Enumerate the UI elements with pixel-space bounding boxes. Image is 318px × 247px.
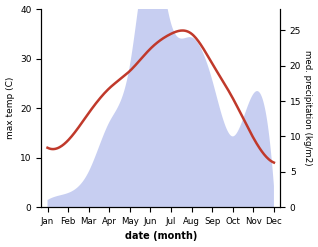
Y-axis label: med. precipitation (kg/m2): med. precipitation (kg/m2) <box>303 50 313 166</box>
X-axis label: date (month): date (month) <box>125 231 197 242</box>
Y-axis label: max temp (C): max temp (C) <box>5 77 15 139</box>
